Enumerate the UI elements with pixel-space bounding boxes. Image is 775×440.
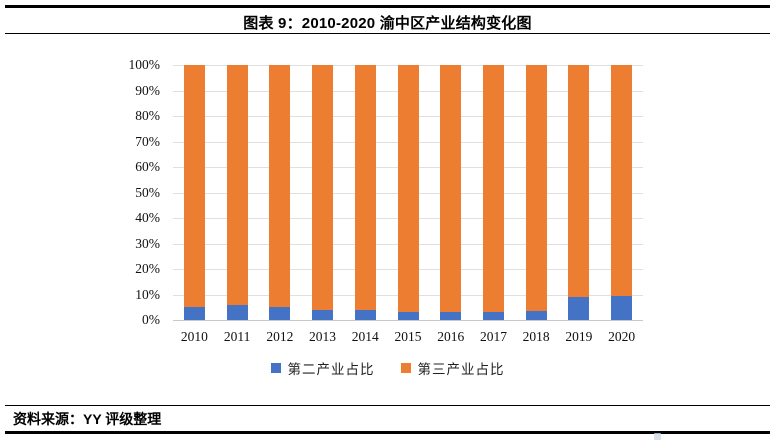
bar-segment-secondary [568,296,590,320]
figure-title: 图表 9：2010-2020 渝中区产业结构变化图 [243,15,532,32]
plot-area [173,65,643,322]
legend: 第二产业占比 第三产业占比 [0,358,775,378]
bar-segment-tertiary [482,65,504,313]
bar-segment-secondary [354,310,376,320]
source-note: 资料来源：YY 评级整理 [13,411,162,427]
x-tick-label: 2015 [394,329,422,344]
bar-segment-tertiary [440,65,462,313]
bar-segment-secondary [611,295,633,320]
x-tick-label: 2020 [608,329,636,344]
y-tick-label: 40% [135,210,160,225]
stray-mark [654,433,661,440]
bar-segment-secondary [397,311,419,320]
y-tick-label: 60% [135,159,160,174]
bar-segment-tertiary [269,65,291,307]
y-tick-label: 50% [135,184,160,200]
bar-segment-secondary [312,310,334,320]
legend-label: 第三产业占比 [417,362,505,377]
x-tick-label: 2017 [479,329,507,344]
bar-segment-tertiary [354,65,376,311]
y-tick-label: 80% [135,108,160,123]
legend-swatch-icon [400,363,411,373]
x-tick-label: 2019 [565,329,593,344]
x-tick-label: 2014 [351,329,379,344]
y-tick-label: 70% [135,133,160,149]
bar-segment-secondary [440,312,462,320]
bar-segment-tertiary [611,65,633,296]
bar-segment-secondary [482,312,504,320]
gridline [173,320,643,322]
footer-divider-rule [5,405,770,407]
y-tick-label: 30% [135,235,160,251]
bar-segment-secondary [183,307,205,320]
x-tick-label: 2013 [309,329,337,344]
x-tick-label: 2011 [223,329,251,344]
top-border-rule [5,5,770,8]
y-tick-label: 20% [135,261,160,276]
y-tick-label: 90% [135,82,160,98]
bar-segment-secondary [226,305,248,320]
legend-swatch-icon [270,363,281,373]
legend-label: 第二产业占比 [287,362,375,377]
legend-item-tertiary: 第三产业占比 [400,358,505,378]
title-divider-rule [5,33,770,35]
bar-segment-tertiary [226,65,248,306]
bar-segment-tertiary [525,65,547,312]
y-tick-label: 100% [128,57,161,72]
y-tick-label: 0% [142,312,160,327]
x-tick-label: 2016 [437,329,465,344]
bar-segment-tertiary [183,65,205,308]
legend-item-secondary: 第二产业占比 [270,358,375,378]
stacked-bar-chart: 100% 90% 80% 70% 60% 50% 40% 30% 20% 10% 0% 2010 20… [0,57,775,355]
bar-segment-tertiary [397,65,419,312]
bar-segment-tertiary [312,65,334,311]
bar-segment-tertiary [568,65,590,297]
y-tick-label: 10% [135,286,160,302]
x-tick-label: 2010 [180,329,208,344]
x-tick-label: 2012 [266,329,294,344]
bar-segment-secondary [269,306,291,320]
bar-segment-secondary [525,311,547,320]
bottom-border-rule [5,431,770,434]
x-tick-label: 2018 [522,329,550,344]
